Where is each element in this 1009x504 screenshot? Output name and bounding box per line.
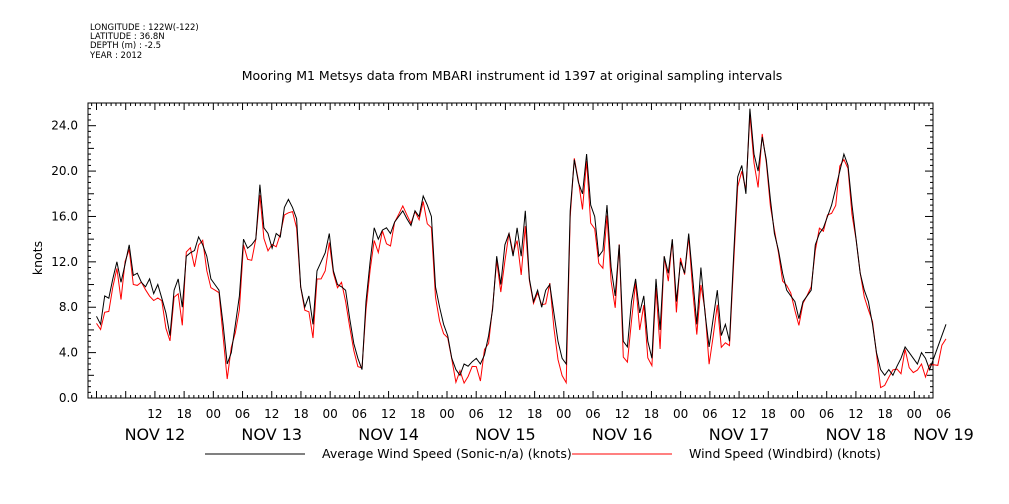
x-tick-label: 18 (527, 407, 542, 421)
x-day-label: NOV 13 (241, 425, 302, 444)
legend-label-windbird: Wind Speed (Windbird) (knots) (689, 446, 881, 461)
series-windbird-line (96, 114, 947, 389)
x-day-label: NOV 14 (358, 425, 419, 444)
x-tick-label: 12 (731, 407, 746, 421)
y-tick-label: 24.0 (51, 119, 78, 133)
x-tick-label: 18 (293, 407, 308, 421)
x-tick-label: 18 (644, 407, 659, 421)
x-tick-label: 00 (206, 407, 221, 421)
metadata-block: LONGITUDE : 122W(-122) LATITUDE : 36.8N … (89, 23, 199, 61)
x-tick-label: 12 (615, 407, 630, 421)
legend: Average Wind Speed (Sonic-n/a) (knots) W… (205, 446, 881, 461)
meta-depth: DEPTH (m) : -2.5 (90, 41, 161, 51)
x-day-label: NOV 18 (826, 425, 887, 444)
x-tick-label: 12 (381, 407, 396, 421)
x-day-label: NOV 16 (592, 425, 653, 444)
legend-label-sonic: Average Wind Speed (Sonic-n/a) (knots) (322, 446, 572, 461)
meta-year: YEAR : 2012 (89, 51, 142, 61)
x-tick-label: 06 (936, 407, 951, 421)
meta-latitude: LATITUDE : 36.8N (90, 32, 165, 42)
x-tick-label: 00 (790, 407, 805, 421)
series-sonic-line (96, 108, 947, 377)
y-tick-label: 4.0 (59, 346, 78, 360)
x-tick-label: 06 (819, 407, 834, 421)
plot-frame (87, 102, 934, 399)
y-tick-label: 12.0 (51, 255, 78, 269)
x-tick-label: 18 (761, 407, 776, 421)
x-day-label: NOV 12 (125, 425, 186, 444)
x-day-label: NOV 15 (475, 425, 536, 444)
x-tick-label: 06 (235, 407, 250, 421)
y-tick-label: 16.0 (51, 209, 78, 223)
x-tick-label: 00 (907, 407, 922, 421)
meta-longitude: LONGITUDE : 122W(-122) (90, 23, 199, 33)
x-day-label: NOV 19 (913, 425, 974, 444)
chart-title: Mooring M1 Metsys data from MBARI instru… (242, 68, 783, 83)
x-tick-label: 18 (410, 407, 425, 421)
x-tick-label: 00 (556, 407, 571, 421)
x-tick-label: 00 (439, 407, 454, 421)
y-tick-label: 0.0 (59, 391, 78, 405)
x-tick-label: 06 (702, 407, 717, 421)
x-tick-label: 06 (469, 407, 484, 421)
series-layer (96, 108, 947, 389)
x-day-label: NOV 17 (709, 425, 770, 444)
x-tick-label: 12 (264, 407, 279, 421)
y-axis-label: knots (30, 241, 45, 275)
x-tick-label: 06 (352, 407, 367, 421)
x-tick-label: 18 (877, 407, 892, 421)
y-tick-label: 8.0 (59, 300, 78, 314)
x-tick-label: 12 (498, 407, 513, 421)
x-tick-label: 00 (323, 407, 338, 421)
x-tick-label: 06 (585, 407, 600, 421)
x-tick-label: 12 (147, 407, 162, 421)
axes-ticks: 12 18 00 06 12 18 00 06 12 18 00 06 12 18 00 06 12 18 00 06… (51, 102, 974, 444)
x-tick-label: 00 (673, 407, 688, 421)
x-tick-label: 18 (176, 407, 191, 421)
x-tick-label: 12 (848, 407, 863, 421)
y-tick-label: 20.0 (51, 164, 78, 178)
